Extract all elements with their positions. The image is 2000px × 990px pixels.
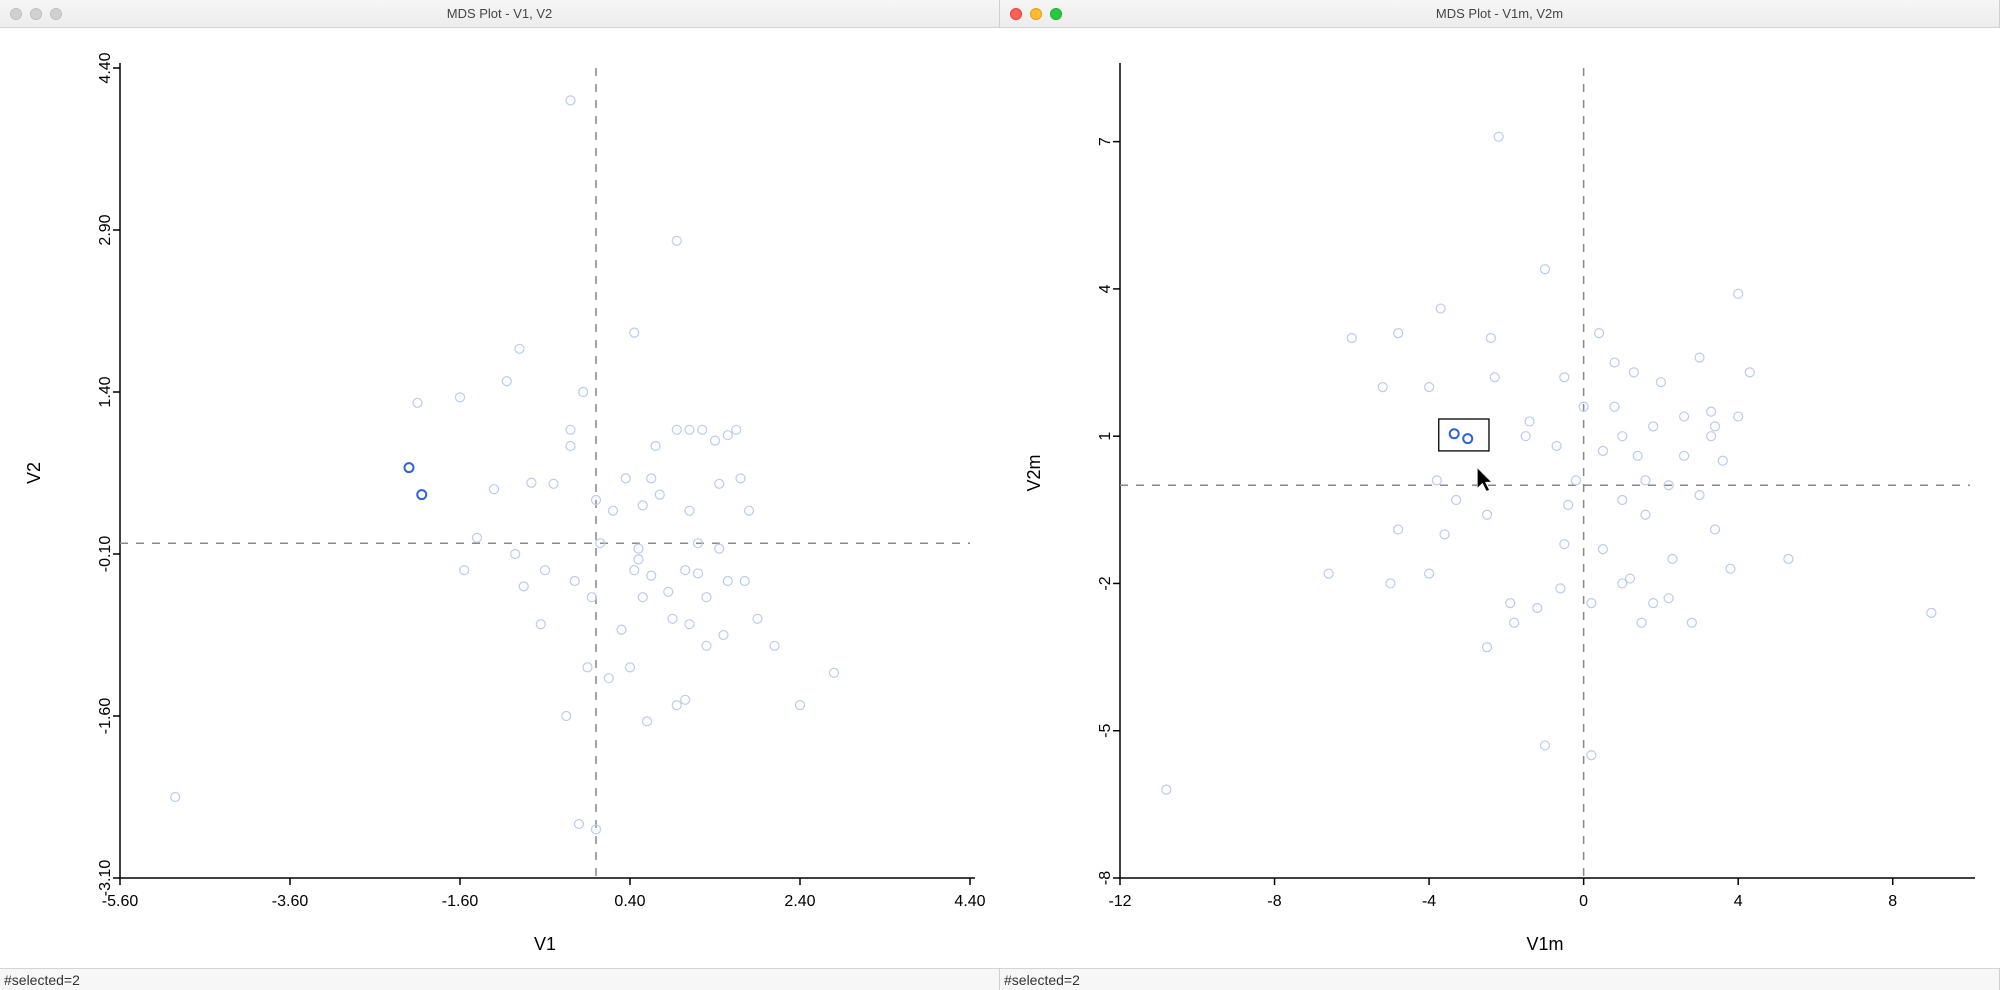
plot-area-left[interactable]: -5.60-3.60-1.600.402.404.40-3.10-1.60-0.… (0, 28, 999, 968)
statusbar-right: #selected=2 (1000, 968, 1999, 990)
svg-text:7: 7 (1097, 137, 1114, 146)
svg-text:1: 1 (1097, 432, 1114, 441)
close-icon[interactable] (1010, 8, 1022, 20)
window-left: MDS Plot - V1, V2 -5.60-3.60-1.600.402.4… (0, 0, 1000, 990)
svg-text:-3.60: -3.60 (272, 893, 309, 910)
window-title-left: MDS Plot - V1, V2 (0, 6, 999, 21)
svg-text:-8: -8 (1267, 893, 1281, 910)
svg-text:-0.10: -0.10 (97, 536, 114, 573)
svg-text:4: 4 (1734, 893, 1743, 910)
svg-text:4.40: 4.40 (954, 893, 985, 910)
close-icon[interactable] (10, 8, 22, 20)
svg-text:V2m: V2m (1024, 454, 1044, 491)
titlebar-left[interactable]: MDS Plot - V1, V2 (0, 0, 999, 28)
svg-text:V1: V1 (534, 934, 556, 954)
maximize-icon[interactable] (50, 8, 62, 20)
svg-text:V1m: V1m (1526, 934, 1563, 954)
svg-text:-8: -8 (1097, 871, 1114, 885)
svg-text:V2: V2 (24, 462, 44, 484)
svg-text:8: 8 (1888, 893, 1897, 910)
maximize-icon[interactable] (1050, 8, 1062, 20)
traffic-lights-left (0, 8, 62, 20)
svg-text:2.40: 2.40 (784, 893, 815, 910)
minimize-icon[interactable] (1030, 8, 1042, 20)
window-right: MDS Plot - V1m, V2m -12 -8 -4 0 4 8 -8 -5 -2 1 4 7 V… (1000, 0, 2000, 990)
svg-text:2.90: 2.90 (97, 214, 114, 245)
traffic-lights-right (1000, 8, 1062, 20)
svg-text:-3.10: -3.10 (97, 860, 114, 897)
plot-area-right[interactable]: -12 -8 -4 0 4 8 -8 -5 -2 1 4 7 V1m V2m (1000, 28, 1999, 968)
svg-text:0.40: 0.40 (614, 893, 645, 910)
svg-text:1.40: 1.40 (97, 376, 114, 407)
svg-text:-4: -4 (1422, 893, 1436, 910)
svg-text:-1.60: -1.60 (97, 698, 114, 735)
window-title-right: MDS Plot - V1m, V2m (1000, 6, 1999, 21)
svg-text:4.40: 4.40 (97, 52, 114, 83)
svg-text:-1.60: -1.60 (442, 893, 479, 910)
svg-text:0: 0 (1579, 893, 1588, 910)
status-text-right: #selected=2 (1004, 972, 1080, 988)
titlebar-right[interactable]: MDS Plot - V1m, V2m (1000, 0, 1999, 28)
scatter-plot-right[interactable]: -12 -8 -4 0 4 8 -8 -5 -2 1 4 7 V1m V2m (1000, 28, 2000, 968)
statusbar-left: #selected=2 (0, 968, 999, 990)
svg-text:-2: -2 (1097, 576, 1114, 590)
svg-text:-5: -5 (1097, 724, 1114, 738)
status-text-left: #selected=2 (4, 972, 80, 988)
svg-text:-12: -12 (1108, 893, 1131, 910)
svg-text:4: 4 (1097, 284, 1114, 293)
scatter-plot-left[interactable]: -5.60-3.60-1.600.402.404.40-3.10-1.60-0.… (0, 28, 1000, 968)
minimize-icon[interactable] (30, 8, 42, 20)
